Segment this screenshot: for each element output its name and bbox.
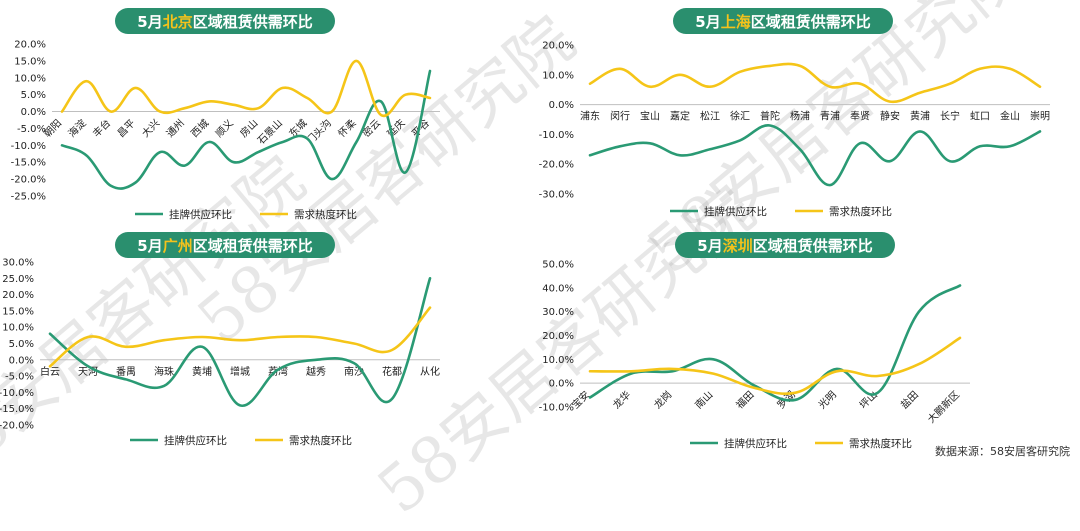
- y-tick-label: -10.0%: [539, 403, 574, 414]
- y-tick-label: -10.0%: [0, 388, 34, 399]
- y-tick-label: -20.0%: [0, 421, 34, 432]
- demand-series-line: [590, 64, 1040, 102]
- y-tick-label: -25.0%: [11, 192, 46, 203]
- x-category-label: 浦东: [580, 110, 600, 123]
- x-category-label: 黄埔: [192, 365, 212, 378]
- x-category-label: 宝山: [640, 110, 660, 123]
- x-category-label: 顺义: [213, 117, 236, 140]
- x-category-label: 海珠: [154, 365, 174, 378]
- y-tick-label: -30.0%: [539, 190, 574, 201]
- guangzhou-line-chart: 30.0% 25.0% 20.0% 15.0% 10.0% 5.0% 0.0% -5.0% -1…: [0, 232, 540, 463]
- legend-label: 挂牌供应环比: [164, 434, 227, 447]
- x-category-label: 龙岗: [651, 388, 674, 411]
- shanghai-line-chart: 20.0% 10.0% 0.0% -10.0% -20.0% -30.0% 浦东闵行宝山嘉定…: [540, 0, 1080, 232]
- y-tick-label: -20.0%: [11, 175, 46, 186]
- y-tick-label: 5.0%: [21, 90, 46, 101]
- y-tick-label: 15.0%: [2, 306, 34, 317]
- y-tick-label: 30.0%: [2, 258, 34, 269]
- y-tick-label: 40.0%: [542, 283, 574, 294]
- x-category-label: 嘉定: [670, 110, 690, 123]
- y-tick-label: -10.0%: [11, 141, 46, 152]
- shenzhen-line-chart: 50.0%40.0%30.0%20.0%10.0%0.0%-10.0%宝安龙华龙…: [540, 232, 1080, 463]
- x-category-label: 门头沟: [304, 116, 334, 146]
- y-tick-label: 10.0%: [2, 323, 34, 334]
- legend-label: 需求热度环比: [849, 437, 912, 450]
- y-tick-label: 0.0%: [549, 379, 574, 390]
- x-category-label: 福田: [733, 388, 756, 411]
- beijing-chart-panel: 5月北京区域租赁供需环比 20.0%15.0%10.0%5.0%0.0%-5.0…: [0, 0, 540, 232]
- legend-label: 挂牌供应环比: [704, 205, 767, 218]
- shanghai-chart-panel: 5月上海区域租赁供需环比 20.0%10.0%0.0%-10.0%-20.0%-…: [540, 0, 1080, 232]
- y-tick-label: 50.0%: [542, 260, 574, 271]
- y-tick-label: -15.0%: [0, 404, 34, 415]
- demand-series-line: [50, 308, 430, 367]
- y-tick-label: 10.0%: [542, 70, 574, 81]
- supply-series-line: [590, 125, 1040, 185]
- legend-label: 需求热度环比: [829, 205, 892, 218]
- y-tick-label: 0.0%: [21, 107, 46, 118]
- y-tick-label: 20.0%: [2, 290, 34, 301]
- y-tick-label: 15.0%: [14, 56, 46, 67]
- y-tick-label: 25.0%: [2, 274, 34, 285]
- legend-label: 需求热度环比: [294, 208, 357, 221]
- x-category-label: 闵行: [610, 110, 630, 123]
- y-tick-label: -15.0%: [11, 158, 46, 169]
- y-tick-label: -10.0%: [539, 130, 574, 141]
- x-category-label: 越秀: [306, 365, 326, 378]
- y-tick-label: 5.0%: [9, 339, 34, 350]
- x-category-label: 青浦: [820, 110, 840, 123]
- y-tick-label: 30.0%: [542, 307, 574, 318]
- x-category-label: 昌平: [115, 117, 138, 140]
- x-category-label: 崇明: [1030, 111, 1050, 123]
- x-category-label: 坪山: [857, 388, 880, 411]
- x-category-label: 房山: [237, 116, 260, 139]
- x-category-label: 金山: [1000, 110, 1020, 123]
- x-category-label: 增城: [230, 365, 250, 378]
- x-category-label: 花都: [382, 365, 402, 378]
- y-tick-label: 20.0%: [542, 331, 574, 342]
- x-category-label: 通州: [164, 117, 187, 140]
- x-category-label: 光明: [815, 388, 838, 411]
- supply-series-line: [50, 278, 430, 405]
- y-tick-label: -5.0%: [17, 124, 46, 135]
- x-category-label: 虹口: [970, 111, 990, 123]
- x-category-label: 南山: [692, 388, 715, 411]
- demand-series-line: [590, 338, 960, 394]
- x-category-label: 奉贤: [850, 110, 870, 123]
- y-tick-label: 0.0%: [549, 100, 574, 111]
- legend-label: 挂牌供应环比: [724, 437, 787, 450]
- legend-label: 挂牌供应环比: [169, 208, 232, 221]
- legend-label: 需求热度环比: [289, 434, 352, 447]
- data-source-note: 数据来源：58安居客研究院: [935, 443, 1070, 459]
- x-category-label: 朝阳: [41, 117, 64, 140]
- y-tick-label: 10.0%: [542, 355, 574, 366]
- x-category-label: 黄浦: [910, 110, 930, 123]
- x-category-label: 盐田: [898, 388, 921, 411]
- x-category-label: 杨浦: [790, 110, 810, 123]
- x-category-label: 番禺: [116, 366, 136, 378]
- y-tick-label: 20.0%: [542, 41, 574, 52]
- demand-series-line: [62, 61, 430, 116]
- x-category-label: 普陀: [760, 110, 780, 123]
- x-category-label: 徐汇: [730, 110, 750, 123]
- shenzhen-chart-panel: 5月深圳区域租赁供需环比 50.0%40.0%30.0%20.0%10.0%0.…: [540, 232, 1080, 463]
- x-category-label: 丰台: [90, 116, 113, 139]
- x-category-label: 从化: [420, 365, 440, 378]
- y-tick-label: 10.0%: [14, 73, 46, 84]
- beijing-line-chart: 20.0% 15.0% 10.0% 5.0% 0.0% -5.0% -10.0% -15.0%…: [0, 0, 540, 232]
- x-category-label: 长宁: [940, 110, 960, 123]
- x-category-label: 静安: [880, 110, 900, 123]
- y-tick-label: 20.0%: [14, 40, 46, 51]
- y-tick-label: -5.0%: [5, 372, 34, 383]
- x-category-label: 大兴: [139, 116, 162, 139]
- x-category-label: 西城: [189, 117, 212, 140]
- guangzhou-chart-panel: 5月广州区域租赁供需环比 30.0%25.0%20.0%15.0%10.0%5.…: [0, 232, 540, 463]
- y-tick-label: 0.0%: [9, 355, 34, 366]
- x-category-label: 松江: [700, 110, 720, 123]
- x-category-label: 海淀: [65, 116, 88, 139]
- x-category-label: 龙华: [610, 388, 633, 411]
- x-category-label: 大鹏新区: [925, 388, 962, 425]
- x-category-label: 怀柔: [336, 117, 359, 140]
- y-tick-label: -20.0%: [539, 160, 574, 171]
